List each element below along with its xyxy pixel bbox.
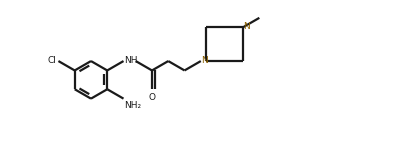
Text: N: N xyxy=(201,56,208,65)
Text: NH₂: NH₂ xyxy=(125,101,142,110)
Text: O: O xyxy=(148,93,156,102)
Text: N: N xyxy=(244,22,250,31)
Text: NH: NH xyxy=(125,56,138,65)
Text: Cl: Cl xyxy=(47,56,56,65)
